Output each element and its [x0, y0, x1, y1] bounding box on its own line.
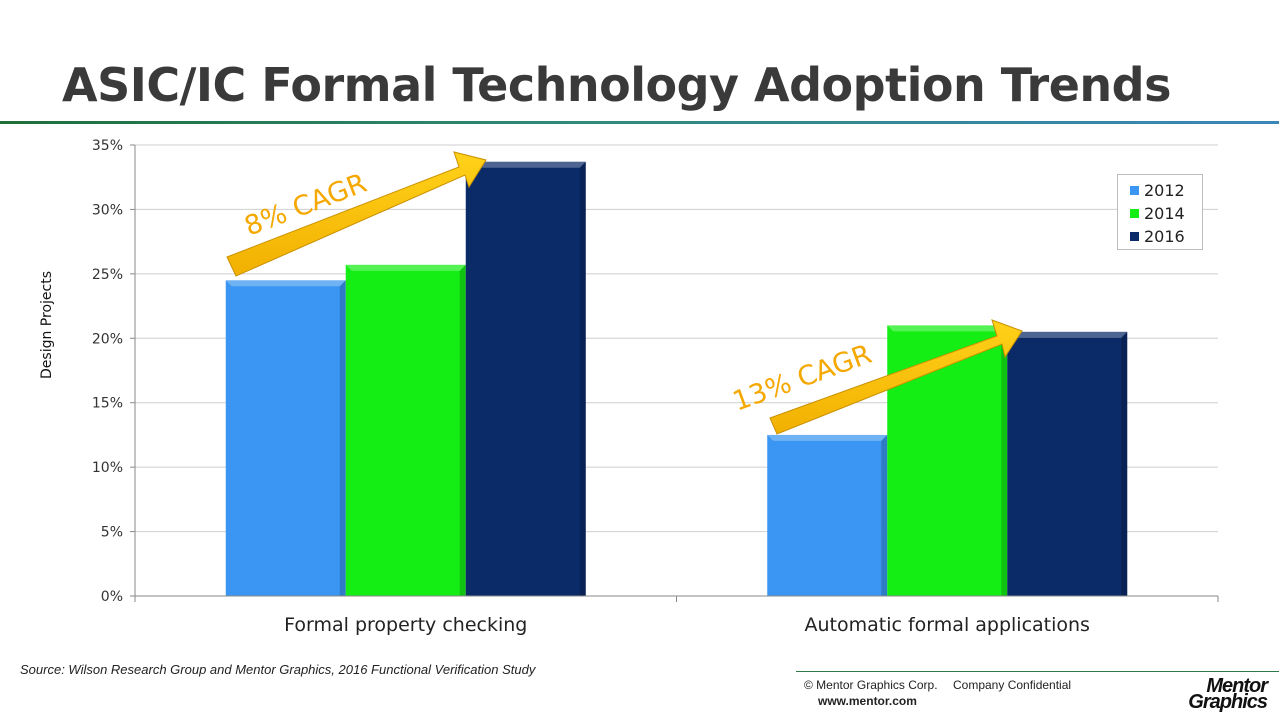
slide-title: ASIC/IC Formal Technology Adoption Trend… — [62, 58, 1171, 112]
bar-formal-property-checking-2014-bevel-top — [345, 264, 466, 271]
legend-item-2012: 2012 — [1130, 179, 1202, 202]
logo-line-2: Graphics — [1188, 691, 1268, 713]
legend-label-2012: 2012 — [1144, 181, 1185, 200]
bar-automatic-formal-applications-2012-bevel-side — [881, 434, 888, 596]
y-tick-label-30: 30% — [92, 202, 123, 218]
legend-label-2016: 2016 — [1144, 227, 1185, 246]
bar-automatic-formal-applications-2012 — [767, 434, 888, 596]
bar-automatic-formal-applications-2014-bevel-side — [1001, 325, 1008, 596]
bar-formal-property-checking-2014-bevel-side — [459, 264, 466, 596]
cagr-arrow-automatic-formal — [769, 319, 1023, 435]
y-tick-label-25: 25% — [92, 267, 123, 283]
logo-line-1: Mentor — [1206, 675, 1268, 697]
confidential-text: Company Confidential — [953, 678, 1072, 692]
title-divider — [0, 121, 1279, 124]
legend-item-2016: 2016 — [1130, 225, 1202, 248]
y-tick-label-20: 20% — [92, 331, 123, 347]
bar-formal-property-checking-2016-bevel-side — [579, 161, 586, 596]
bar-automatic-formal-applications-2016-bevel-top — [1007, 331, 1128, 338]
bar-formal-property-checking-2012-bevel-top — [225, 280, 346, 287]
website-link[interactable]: www.mentor.com — [818, 694, 917, 708]
footer-divider — [796, 671, 1279, 672]
cagr-arrow-formal-property — [226, 151, 487, 277]
y-tick-label-35: 35% — [92, 138, 123, 154]
bar-automatic-formal-applications-2016-bevel-side — [1121, 331, 1128, 596]
copyright-text: © Mentor Graphics Corp. — [804, 678, 938, 692]
cagr-label-automatic-formal: 13% CAGR — [729, 339, 876, 418]
mentor-graphics-logo: Mentor Graphics — [1167, 675, 1268, 713]
y-tick-label-5: 5% — [101, 525, 123, 541]
bar-automatic-formal-applications-2016 — [1007, 331, 1128, 596]
x-category-label-automatic-formal-applications: Automatic formal applications — [805, 614, 1090, 636]
legend-swatch-2012 — [1130, 186, 1139, 195]
bar-automatic-formal-applications-2014-bevel-top — [887, 325, 1008, 332]
legend-swatch-2014 — [1130, 209, 1139, 218]
legend-label-2014: 2014 — [1144, 204, 1185, 223]
x-category-label-formal-property-checking: Formal property checking — [284, 614, 527, 636]
bar-formal-property-checking-2016-bevel-top — [465, 161, 586, 168]
y-tick-label-15: 15% — [92, 396, 123, 412]
y-axis-title: Design Projects — [39, 271, 55, 379]
legend-item-2014: 2014 — [1130, 202, 1202, 225]
bar-automatic-formal-applications-2012-bevel-top — [767, 434, 888, 441]
bar-formal-property-checking-2012-bevel-side — [339, 280, 346, 596]
legend-swatch-2016 — [1130, 232, 1139, 241]
bar-formal-property-checking-2016 — [465, 161, 586, 596]
bar-formal-property-checking-2014 — [345, 264, 466, 596]
y-tick-label-10: 10% — [92, 460, 123, 476]
bar-chart: 0% 5% 10% 15% 20% 25% 30% 35% Formal property ch… — [39, 138, 1219, 636]
bar-formal-property-checking-2012 — [225, 280, 346, 596]
y-tick-label-0: 0% — [101, 589, 123, 605]
source-note: Source: Wilson Research Group and Mentor… — [20, 662, 536, 677]
chart-legend: 2012 2014 2016 — [1117, 174, 1203, 250]
